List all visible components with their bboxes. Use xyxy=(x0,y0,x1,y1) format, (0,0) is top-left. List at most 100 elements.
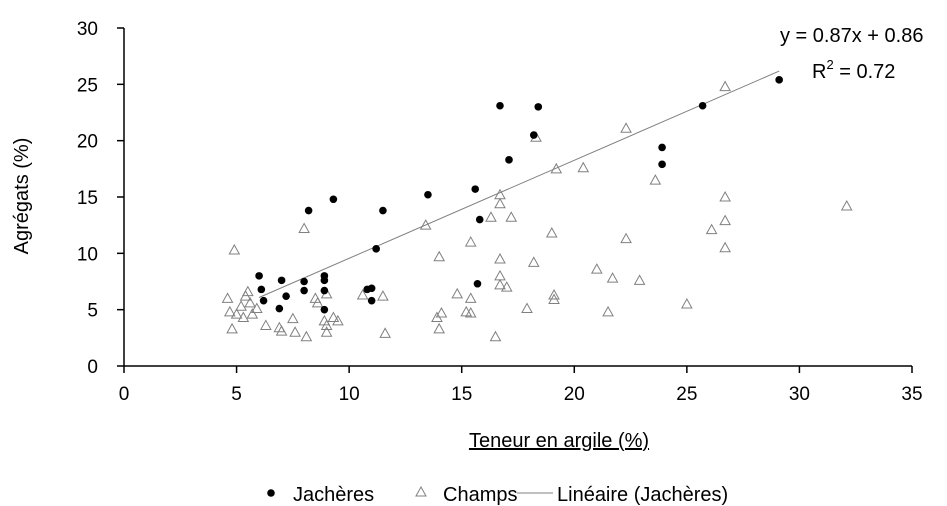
x-tick-label: 15 xyxy=(451,384,472,405)
point-champs xyxy=(548,288,560,300)
point-champs xyxy=(300,330,313,342)
r-squared-label: R2 = 0.72 xyxy=(812,57,895,83)
point-champs xyxy=(464,307,477,318)
r-squared-letter: R xyxy=(812,61,826,83)
point-champs xyxy=(228,243,241,255)
trendline xyxy=(258,70,780,298)
point-champs xyxy=(620,122,632,133)
point-jacheres xyxy=(257,285,266,294)
point-champs xyxy=(379,327,392,338)
point-champs xyxy=(327,311,340,323)
point-champs xyxy=(705,223,718,235)
point-champs xyxy=(298,222,310,234)
legend-label-lineaire: Linéaire (Jachères) xyxy=(557,484,728,506)
point-champs xyxy=(719,241,731,253)
point-champs xyxy=(377,290,389,301)
point-jacheres xyxy=(471,185,480,193)
y-tick-label: 10 xyxy=(77,244,98,265)
y-tick-label: 20 xyxy=(77,132,98,153)
x-tick-label: 10 xyxy=(339,384,360,405)
point-champs xyxy=(620,232,632,244)
point-champs xyxy=(221,292,234,303)
point-champs xyxy=(681,298,693,309)
point-jacheres xyxy=(304,206,313,215)
point-champs xyxy=(606,272,619,283)
point-jacheres xyxy=(320,286,329,295)
point-champs xyxy=(332,314,344,326)
point-champs xyxy=(494,252,506,264)
point-jacheres xyxy=(698,101,707,110)
point-champs xyxy=(719,190,731,202)
point-champs xyxy=(521,302,533,314)
x-tick-label: 25 xyxy=(676,384,697,405)
point-champs xyxy=(223,305,236,317)
point-champs xyxy=(230,308,243,319)
point-champs xyxy=(500,281,513,292)
point-champs xyxy=(259,319,272,330)
point-jacheres xyxy=(275,304,284,313)
x-tick-label: 30 xyxy=(789,384,810,405)
point-champs xyxy=(527,256,540,267)
point-champs xyxy=(419,219,432,230)
series-layer xyxy=(221,76,853,342)
point-champs xyxy=(246,308,259,319)
y-ticks: 0 5 10 15 20 25 30 xyxy=(77,19,124,378)
point-jacheres xyxy=(300,277,308,286)
legend-label-jacheres: Jachères xyxy=(293,484,374,506)
y-axis-title: Agrégats (%) xyxy=(11,138,33,255)
plot-area: 0 5 10 15 20 25 30 35 0 5 10 15 20 25 30 xyxy=(77,19,923,405)
point-champs xyxy=(460,305,473,317)
r-squared-value: = 0.72 xyxy=(834,61,896,83)
point-champs xyxy=(433,322,446,334)
point-champs xyxy=(250,302,263,314)
point-jacheres xyxy=(658,143,666,152)
point-jacheres xyxy=(259,296,268,305)
point-jacheres xyxy=(658,160,666,169)
point-champs xyxy=(649,174,662,185)
point-champs xyxy=(226,322,238,334)
r-squared-exponent: 2 xyxy=(826,57,833,72)
legend: Jachères Champs Linéaire (Jachères) xyxy=(267,484,728,506)
point-champs xyxy=(464,236,477,247)
point-jacheres xyxy=(282,292,290,300)
point-jacheres xyxy=(255,272,263,280)
point-jacheres xyxy=(329,195,338,204)
point-champs xyxy=(485,211,497,222)
point-champs xyxy=(235,300,247,311)
point-jacheres xyxy=(424,190,432,199)
y-tick-label: 5 xyxy=(87,301,98,322)
point-jacheres xyxy=(379,206,387,215)
point-champs xyxy=(545,227,558,238)
point-champs xyxy=(719,214,731,226)
point-jacheres xyxy=(320,276,329,285)
y-tick-label: 15 xyxy=(77,188,98,209)
point-champs xyxy=(289,326,301,337)
point-jacheres xyxy=(367,296,376,305)
point-jacheres xyxy=(372,245,380,253)
y-tick-label: 30 xyxy=(77,19,98,40)
point-jacheres xyxy=(475,215,484,224)
point-jacheres xyxy=(300,286,308,295)
point-champs xyxy=(494,197,506,209)
point-champs xyxy=(320,319,333,330)
point-champs xyxy=(311,296,324,308)
point-champs xyxy=(550,162,563,174)
point-jacheres xyxy=(320,305,329,314)
trendline-equation: y = 0.87x + 0.86 xyxy=(780,25,923,47)
point-champs xyxy=(548,293,560,305)
point-champs xyxy=(840,199,853,211)
x-ticks: 0 5 10 15 20 25 30 35 xyxy=(119,366,923,405)
y-tick-label: 0 xyxy=(87,357,98,378)
point-champs xyxy=(241,285,254,297)
legend-label-champs: Champs xyxy=(443,484,517,506)
point-champs xyxy=(237,311,250,323)
point-champs xyxy=(244,296,256,308)
point-jacheres xyxy=(277,276,286,285)
point-champs xyxy=(464,292,477,303)
point-champs xyxy=(494,269,506,281)
point-champs xyxy=(435,307,448,318)
point-champs xyxy=(287,312,299,324)
point-champs xyxy=(577,161,590,173)
point-jacheres xyxy=(505,156,513,164)
